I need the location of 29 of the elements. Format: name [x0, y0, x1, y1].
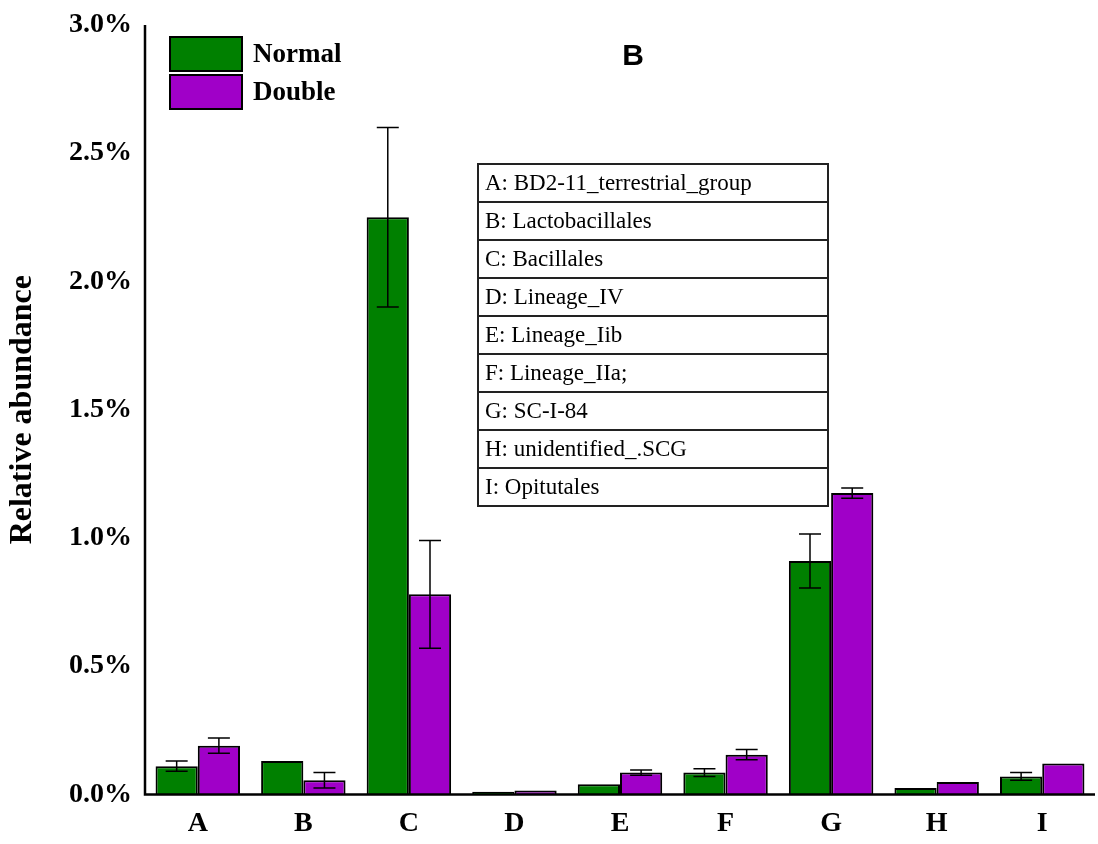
y-tick-label: 0.0%: [69, 776, 132, 808]
x-tick-label: E: [610, 806, 630, 838]
y-tick-label: 1.5%: [69, 391, 132, 423]
chart-title: B: [622, 38, 644, 72]
legend-label: Normal: [253, 37, 342, 68]
x-tick-label: H: [925, 806, 948, 838]
x-tick-label: C: [398, 806, 420, 838]
x-tick-label: I: [1036, 806, 1048, 838]
y-tick-label: 0.5%: [69, 648, 132, 680]
annotation: G: SC-I-84: [478, 392, 828, 430]
x-tick-label: F: [717, 806, 735, 838]
x-tick-label: A: [187, 806, 209, 838]
y-tick-label: 3.0%: [69, 7, 132, 39]
annotation: H: unidentified_.SCG: [478, 430, 828, 468]
annotation: A: BD2-11_terrestrial_group: [478, 164, 828, 202]
annotation: D: Lineage_IV: [478, 278, 828, 316]
y-tick-label: 2.5%: [69, 135, 132, 167]
x-tick-label: G: [820, 806, 843, 838]
annotation: C: Bacillales: [478, 240, 828, 278]
x-tick-label: B: [293, 806, 313, 838]
y-axis-title: Relative abundance: [2, 275, 39, 545]
y-tick-label: 1.0%: [69, 520, 132, 552]
annotation: F: Lineage_IIa;: [478, 354, 828, 392]
annotation: E: Lineage_Iib: [478, 316, 828, 354]
annotation: I: Opitutales: [478, 468, 828, 506]
annotation: B: Lactobacillales: [478, 202, 828, 240]
y-tick-label: 2.0%: [69, 263, 132, 295]
x-tick-label: D: [504, 806, 525, 838]
legend-label: Double: [253, 75, 336, 106]
